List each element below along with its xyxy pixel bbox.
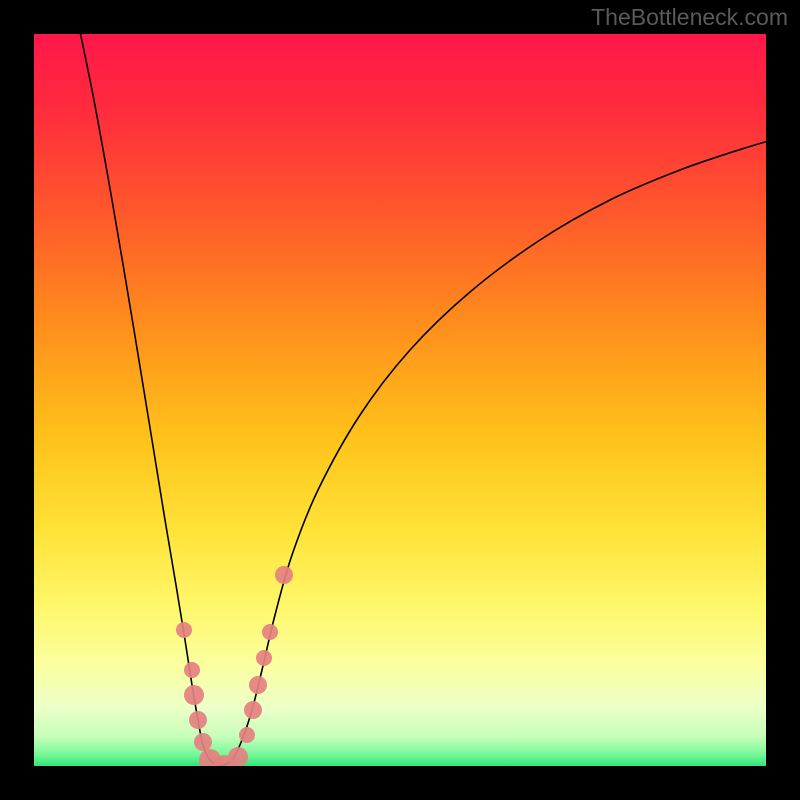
marker-point <box>275 566 293 584</box>
watermark-text: TheBottleneck.com <box>591 4 788 31</box>
marker-point <box>262 624 278 640</box>
marker-point <box>228 747 248 767</box>
marker-point <box>256 650 272 666</box>
marker-point <box>184 685 204 705</box>
stage: TheBottleneck.com <box>0 0 800 800</box>
marker-point <box>184 662 200 678</box>
marker-point <box>176 622 192 638</box>
marker-point <box>194 733 212 751</box>
plot-background <box>34 34 766 766</box>
marker-point <box>244 701 262 719</box>
marker-point <box>189 711 207 729</box>
bottleneck-chart <box>0 0 800 800</box>
marker-point <box>239 727 255 743</box>
marker-point <box>249 676 267 694</box>
